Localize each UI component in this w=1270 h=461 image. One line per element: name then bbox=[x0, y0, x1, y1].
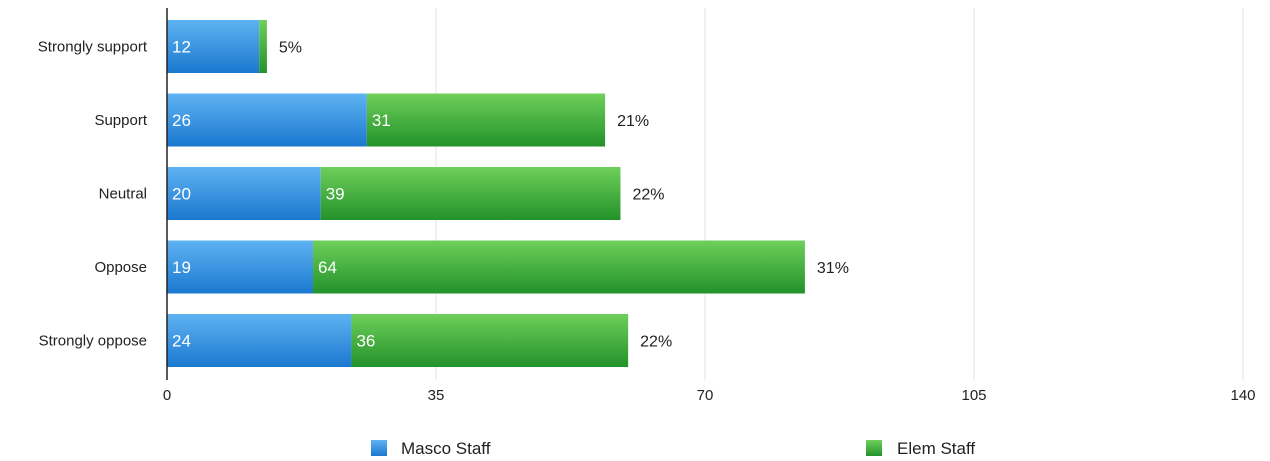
x-tick-label-105: 105 bbox=[961, 387, 986, 404]
bar-masco-oppose bbox=[167, 240, 314, 294]
category-label-support: Support bbox=[94, 112, 147, 129]
legend-swatch-masco-staff bbox=[371, 440, 387, 456]
total-percent-label-oppose: 31% bbox=[817, 260, 849, 277]
bar-value-label-masco-oppose: 19 bbox=[172, 258, 191, 277]
category-label-neutral: Neutral bbox=[99, 186, 147, 203]
bar-value-label-masco-support: 26 bbox=[172, 111, 191, 130]
labels: Strongly support 12 5% Support 26 31 21% Neutra… bbox=[38, 38, 849, 351]
bar-masco-strongly-support bbox=[167, 20, 260, 73]
bar-value-label-elem-support: 31 bbox=[372, 111, 391, 130]
total-percent-label-support: 21% bbox=[617, 113, 649, 130]
bar-value-label-elem-strongly-oppose: 36 bbox=[356, 332, 375, 351]
bar-value-label-masco-strongly-support: 12 bbox=[172, 38, 191, 57]
bar-value-label-masco-neutral: 20 bbox=[172, 185, 191, 204]
total-percent-label-strongly-oppose: 22% bbox=[640, 334, 672, 351]
bar-elem-strongly-oppose bbox=[351, 314, 629, 367]
bar-elem-support bbox=[366, 93, 606, 147]
bar-elem-neutral bbox=[320, 167, 621, 220]
legend-label-elem-staff: Elem Staff bbox=[897, 439, 975, 458]
x-tick-label-140: 140 bbox=[1230, 387, 1255, 404]
legend: Masco Staff Elem Staff bbox=[371, 439, 975, 458]
axes: 0 35 70 105 140 bbox=[163, 8, 1256, 404]
x-tick-label-35: 35 bbox=[428, 387, 445, 404]
bars bbox=[167, 20, 805, 367]
legend-label-masco-staff: Masco Staff bbox=[401, 439, 491, 458]
bar-masco-strongly-oppose bbox=[167, 314, 352, 367]
category-label-oppose: Oppose bbox=[94, 259, 147, 276]
total-percent-label-strongly-support: 5% bbox=[279, 40, 302, 57]
legend-swatch-elem-staff bbox=[866, 440, 882, 456]
bar-elem-oppose bbox=[313, 240, 805, 294]
bar-value-label-masco-strongly-oppose: 24 bbox=[172, 332, 191, 351]
x-tick-label-0: 0 bbox=[163, 387, 171, 404]
bar-masco-neutral bbox=[167, 167, 321, 220]
bar-value-label-elem-neutral: 39 bbox=[326, 185, 345, 204]
bar-elem-strongly-support bbox=[259, 20, 267, 73]
total-percent-label-neutral: 22% bbox=[632, 187, 664, 204]
category-label-strongly-oppose: Strongly oppose bbox=[39, 333, 147, 350]
category-label-strongly-support: Strongly support bbox=[38, 39, 148, 56]
bar-masco-support bbox=[167, 93, 367, 147]
x-tick-label-70: 70 bbox=[697, 387, 714, 404]
bar-value-label-elem-oppose: 64 bbox=[318, 258, 337, 277]
